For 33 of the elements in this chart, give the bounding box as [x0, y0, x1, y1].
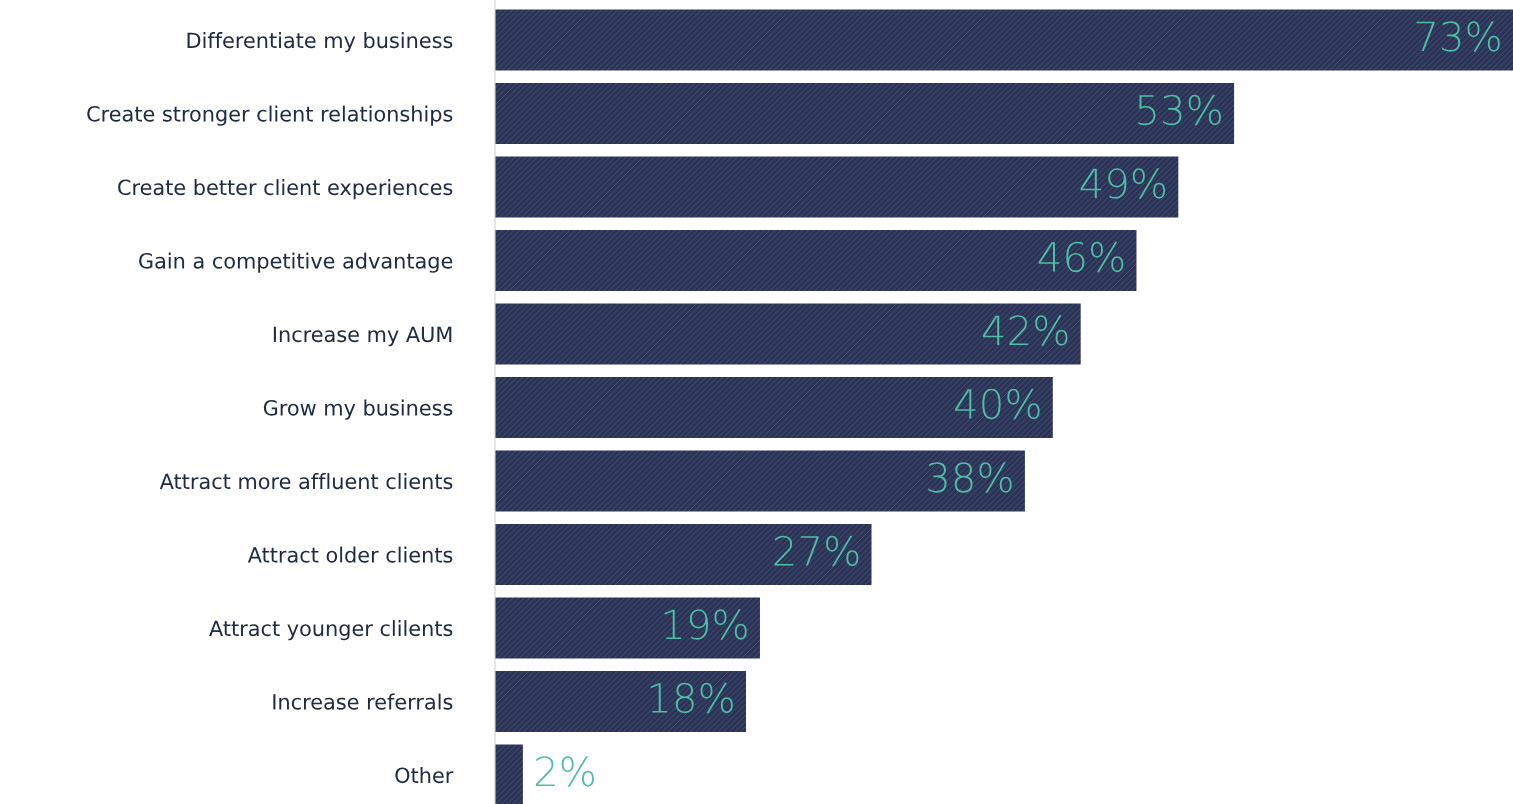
bar [495, 9, 1513, 71]
y-tick-label: Create stronger client relationships [87, 105, 453, 126]
y-tick-label: Other [395, 767, 454, 784]
data-label: 42% [982, 315, 1068, 346]
data-label: 27% [774, 535, 859, 567]
data-label: 53% [1138, 94, 1221, 126]
bar [495, 303, 1081, 365]
bar [495, 523, 872, 585]
y-tick-label: Grow my business [263, 399, 453, 420]
bar [495, 156, 1179, 218]
bar [495, 376, 1053, 438]
bar [495, 450, 1025, 512]
bar [495, 670, 747, 732]
bar [495, 744, 523, 804]
bar [495, 82, 1235, 144]
y-tick-label: Attract more affluent clients [159, 473, 453, 490]
y-tick-label: Attract older clients [247, 546, 453, 563]
y-tick-label: Increase referrals [273, 693, 453, 710]
data-label: 18% [650, 682, 733, 714]
data-label: 46% [1038, 241, 1124, 273]
bar [495, 597, 760, 659]
y-tick-label: Create better client experiences [118, 179, 453, 200]
y-tick-label: Attract younger clilents [209, 620, 453, 641]
y-tick-label: Increase my AUM [273, 326, 452, 347]
bar [495, 229, 1137, 291]
data-label: 49% [1080, 168, 1166, 199]
data-label: 40% [955, 388, 1040, 420]
data-label: 73% [1416, 21, 1500, 52]
data-label: 19% [664, 609, 747, 640]
data-label: 2% [535, 756, 594, 787]
y-tick-label: Differentiate my business [187, 32, 453, 53]
data-label: 38% [928, 462, 1012, 493]
y-tick-label: Gain a competitive advantage [139, 252, 453, 273]
